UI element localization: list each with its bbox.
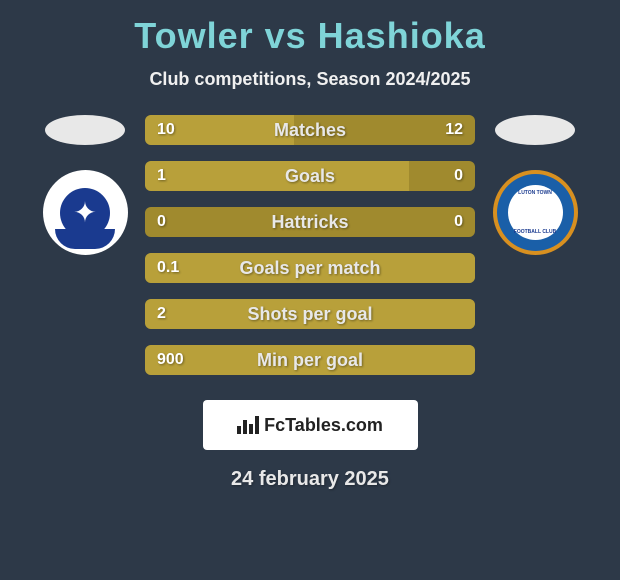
club-badge-left: ✦ <box>43 170 128 255</box>
date-label: 24 february 2025 <box>0 468 620 491</box>
stat-value-right: 0 <box>454 167 463 185</box>
stat-row: 1Goals0 <box>145 161 475 191</box>
player-photo-left <box>45 115 125 145</box>
crescent-icon <box>55 229 115 249</box>
badge-inner-icon: LUTON TOWN FOOTBALL CLUB <box>508 185 563 240</box>
stat-row: 2Shots per goal <box>145 299 475 329</box>
page-title: Towler vs Hashioka <box>0 15 620 57</box>
stat-value-right: 12 <box>445 121 463 139</box>
star-icon: ✦ <box>73 199 96 227</box>
stat-label: Goals <box>145 166 475 187</box>
bar-chart-icon <box>237 416 259 434</box>
right-player-column: LUTON TOWN FOOTBALL CLUB <box>485 115 585 255</box>
main-row: ✦ 10Matches121Goals00Hattricks00.1Goals … <box>0 115 620 375</box>
stat-bars: 10Matches121Goals00Hattricks00.1Goals pe… <box>145 115 475 375</box>
comparison-infographic: Towler vs Hashioka Club competitions, Se… <box>0 0 620 580</box>
subtitle: Club competitions, Season 2024/2025 <box>0 69 620 90</box>
stat-value-right: 0 <box>454 213 463 231</box>
stat-row: 900Min per goal <box>145 345 475 375</box>
stat-label: Matches <box>145 120 475 141</box>
player-photo-right <box>495 115 575 145</box>
stat-row: 0.1Goals per match <box>145 253 475 283</box>
stat-label: Goals per match <box>145 258 475 279</box>
stat-row: 10Matches12 <box>145 115 475 145</box>
left-player-column: ✦ <box>35 115 135 255</box>
attribution-box: FcTables.com <box>203 400 418 450</box>
badge-text-top: LUTON TOWN <box>518 190 552 196</box>
stat-label: Shots per goal <box>145 304 475 325</box>
club-badge-right: LUTON TOWN FOOTBALL CLUB <box>493 170 578 255</box>
stat-row: 0Hattricks0 <box>145 207 475 237</box>
stat-label: Min per goal <box>145 350 475 371</box>
stat-label: Hattricks <box>145 212 475 233</box>
attribution-text: FcTables.com <box>264 415 383 436</box>
badge-text-bottom: FOOTBALL CLUB <box>514 229 556 235</box>
